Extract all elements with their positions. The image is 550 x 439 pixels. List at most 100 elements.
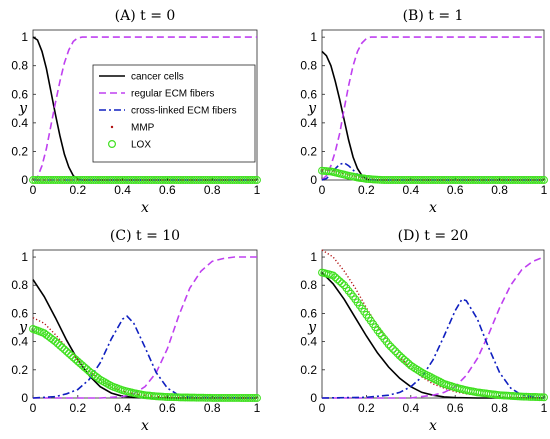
x-tick-label: 0.4	[114, 401, 131, 415]
series-mmp	[32, 317, 258, 399]
chart-title: (D) t = 20	[398, 228, 469, 244]
lox-marker	[535, 393, 544, 402]
x-axis-label: x	[141, 418, 149, 434]
plot-area	[32, 249, 258, 399]
lox-marker	[537, 176, 546, 184]
lox-marker	[250, 394, 259, 402]
series-regular-ecm-fibers	[32, 36, 257, 181]
y-tick-label: 0.4	[11, 116, 28, 130]
plot-area	[321, 249, 545, 399]
y-tick-label: 0.8	[11, 278, 28, 292]
series-cancer-cells	[321, 272, 544, 399]
y-tick-label: 0.4	[300, 116, 317, 130]
lox-marker	[535, 176, 544, 184]
y-tick-label: 1	[21, 250, 28, 264]
plot-area	[321, 29, 545, 181]
lox-marker	[389, 344, 397, 353]
lox-marker	[78, 361, 87, 370]
series-cross-linked-ecm-fibers	[32, 315, 258, 399]
y-axis-label: y	[18, 320, 28, 336]
lox-marker	[397, 353, 406, 362]
y-tick-label: 1	[21, 30, 28, 44]
lox-marker	[73, 357, 82, 366]
lox-marker	[540, 176, 548, 184]
y-tick-label: 0	[21, 391, 28, 405]
y-tick-label: 0	[310, 391, 317, 405]
series-lox	[29, 324, 261, 402]
legend-label-regular-ecm-fibers: regular ECM fibers	[131, 89, 214, 100]
lox-marker	[76, 359, 84, 368]
x-tick-label: 0.8	[204, 183, 221, 197]
x-tick-label: 0.2	[358, 183, 375, 197]
x-tick-label: 0.2	[69, 183, 86, 197]
series-regular-ecm-fibers	[321, 36, 544, 181]
legend-box	[92, 64, 256, 163]
legend-label-cancer-cells: cancer cells	[131, 72, 184, 83]
x-tick-label: 0.6	[447, 401, 464, 415]
lox-marker	[58, 343, 67, 352]
x-tick-label: 0	[30, 401, 37, 415]
lox-marker	[335, 277, 344, 286]
lox-marker	[248, 176, 257, 184]
lox-marker	[253, 394, 261, 402]
chart-panel-4: 0 0.2 0.4 0.6 0.8 1 0 0.2 0.4 0.6 0.8 1 (D) t = 20 x y	[300, 228, 548, 434]
chart-panel-2: 0 0.2 0.4 0.6 0.8 1 0 0.2 0.4 0.6 0.8 1 (B) t = 1 x y	[300, 8, 548, 216]
x-tick-label: 1	[541, 401, 548, 415]
lox-marker	[69, 353, 78, 362]
y-tick-label: 0.2	[300, 363, 317, 377]
y-tick-label: 0.4	[300, 335, 317, 349]
lox-marker	[55, 341, 64, 350]
series-lox	[29, 176, 261, 184]
chart-panel-3: 0 0.2 0.4 0.6 0.8 1 0 0.2 0.4 0.6 0.8 1 (C) t = 10 x y	[11, 228, 261, 434]
y-tick-label: 1	[310, 250, 317, 264]
legend-label-mmp: MMP	[131, 123, 155, 134]
x-tick-label: 0.8	[491, 401, 508, 415]
lox-marker	[540, 393, 548, 402]
chart-panel-1: 0 0.2 0.4 0.6 0.8 1 0 0.2 0.4 0.6 0.8 1 (A) t = 0 x y c…	[11, 8, 261, 216]
y-tick-label: 0.4	[11, 335, 28, 349]
lox-marker	[386, 342, 395, 351]
y-tick-label: 0	[21, 173, 28, 187]
lox-marker	[400, 355, 409, 364]
lox-marker	[62, 347, 71, 356]
x-tick-label: 0	[319, 183, 326, 197]
y-tick-label: 0.2	[300, 144, 317, 158]
y-tick-label: 0	[310, 173, 317, 187]
x-axis-label: x	[141, 200, 149, 216]
series-lox	[318, 166, 548, 184]
legend-label-lox: LOX	[131, 140, 151, 151]
x-tick-label: 0	[319, 401, 326, 415]
lox-marker	[395, 351, 404, 360]
legend-swatch-lox	[107, 140, 116, 149]
x-axis-label: x	[429, 418, 437, 434]
y-axis-label: y	[307, 101, 317, 117]
y-tick-label: 0.6	[300, 306, 317, 320]
lox-marker	[71, 355, 80, 364]
x-tick-label: 0	[30, 183, 37, 197]
y-tick-label: 0.8	[11, 59, 28, 73]
legend-label-cross-linked-ecm-fibers: cross-linked ECM fibers	[131, 106, 237, 117]
x-tick-label: 0.2	[358, 401, 375, 415]
lox-marker	[250, 176, 259, 184]
x-tick-label: 0.4	[114, 183, 131, 197]
y-tick-label: 0.6	[300, 87, 317, 101]
chart-title: (B) t = 1	[403, 8, 464, 24]
x-tick-label: 0.8	[491, 183, 508, 197]
lox-marker	[415, 367, 424, 376]
legend: cancer cells regular ECM fibers cross-link…	[92, 64, 256, 163]
lox-marker	[64, 349, 73, 358]
x-tick-label: 0.6	[159, 401, 176, 415]
x-tick-label: 1	[254, 401, 261, 415]
lox-marker	[393, 349, 402, 358]
lox-marker	[402, 357, 411, 366]
x-tick-label: 0.6	[159, 183, 176, 197]
series-regular-ecm-fibers	[33, 256, 257, 399]
lox-marker	[67, 351, 76, 360]
lox-marker	[331, 273, 340, 282]
y-tick-label: 0.8	[300, 278, 317, 292]
x-tick-label: 0.2	[69, 401, 86, 415]
lox-marker	[60, 345, 69, 354]
legend-swatch-mmp	[110, 125, 114, 129]
x-tick-label: 1	[254, 183, 261, 197]
